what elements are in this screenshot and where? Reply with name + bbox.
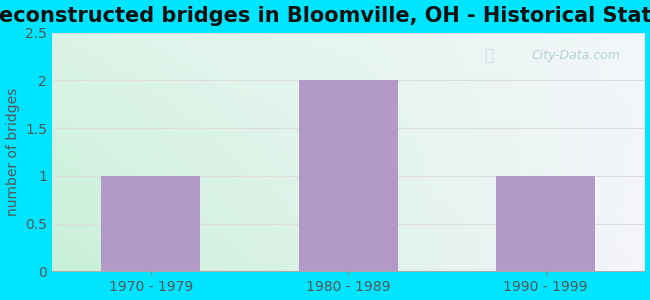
Bar: [101, 176, 200, 272]
Text: ⓘ: ⓘ: [484, 48, 493, 63]
Text: City-Data.com: City-Data.com: [532, 50, 621, 62]
Title: Reconstructed bridges in Bloomville, OH - Historical Statistics: Reconstructed bridges in Bloomville, OH …: [0, 6, 650, 26]
Bar: [299, 80, 398, 272]
Bar: [497, 176, 595, 272]
Y-axis label: number of bridges: number of bridges: [6, 88, 20, 216]
